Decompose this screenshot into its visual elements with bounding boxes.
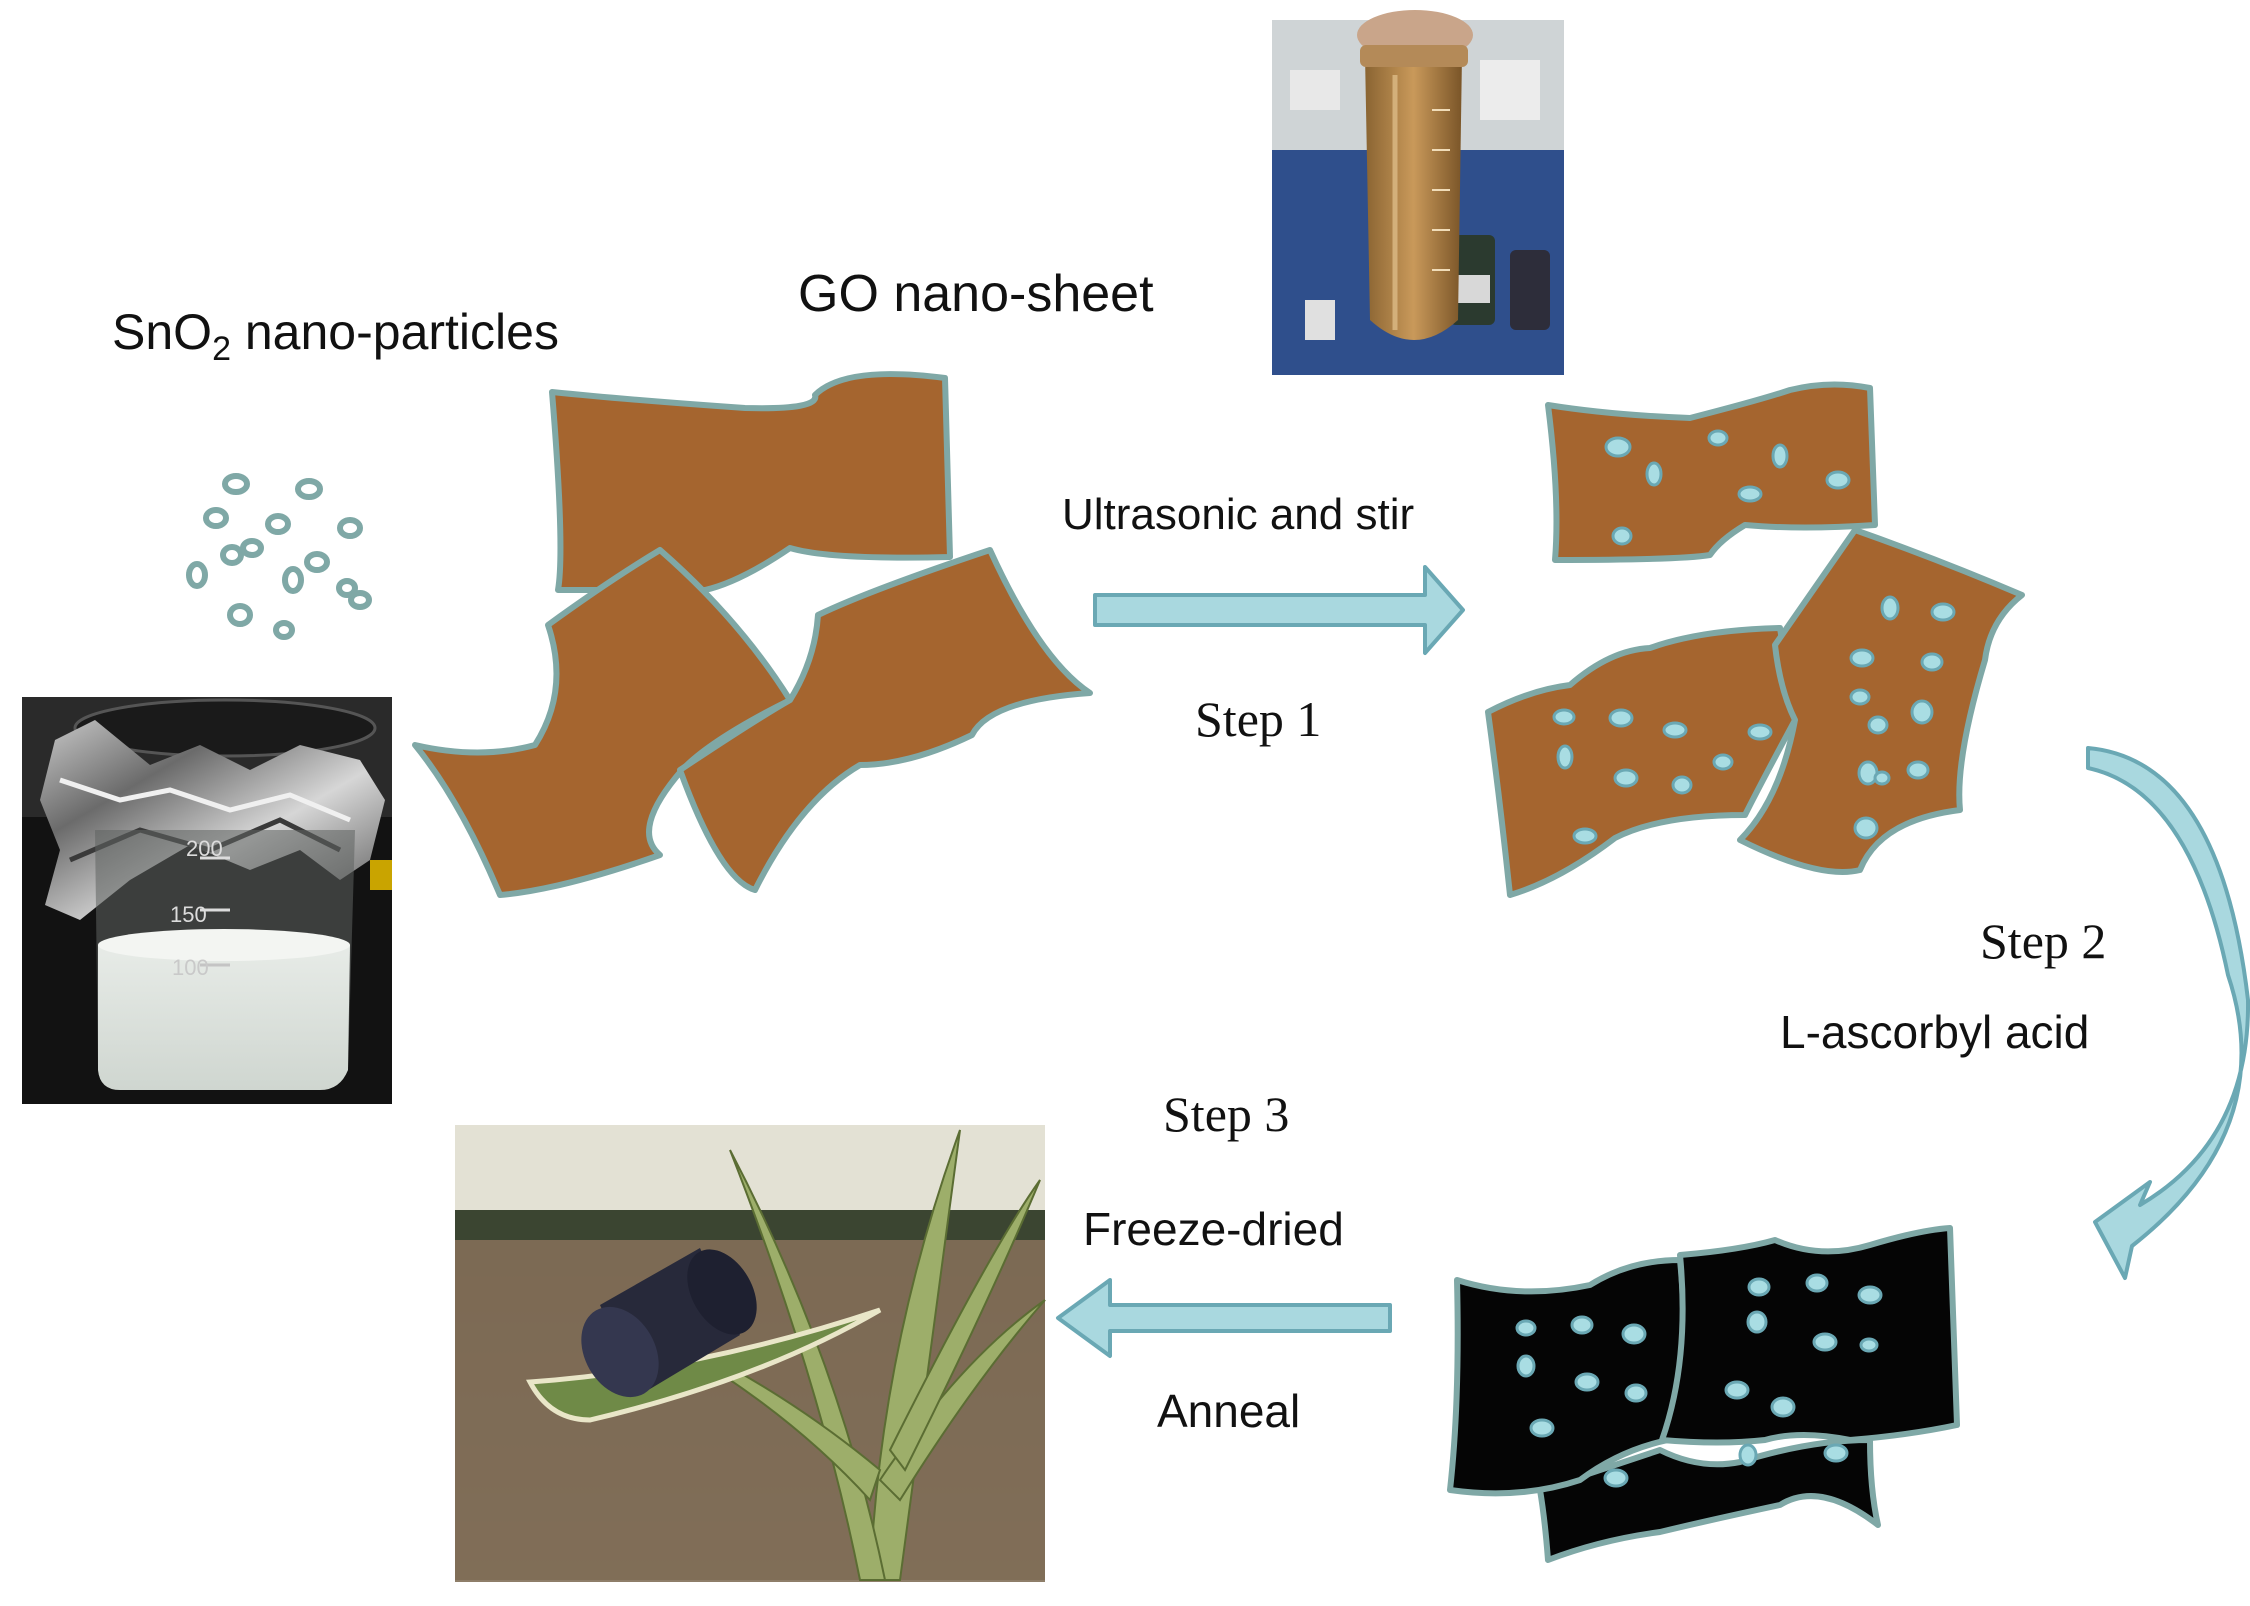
composite-sheet-top xyxy=(1545,381,1878,563)
go-label: GO nano-sheet xyxy=(798,265,1154,323)
sno2-particles xyxy=(186,473,372,640)
go-sheet-top xyxy=(549,371,953,593)
composite-sheet-left xyxy=(1485,625,1798,898)
beaker-photo: 200 150 100 xyxy=(22,697,392,1104)
step3-arrow xyxy=(1056,1278,1392,1358)
sno2-label-subscript: 2 xyxy=(212,330,231,368)
step3-freeze-label: Freeze-dried xyxy=(1083,1203,1344,1255)
go-sheets xyxy=(412,371,1093,898)
sno2-label: SnO2 nano-particles xyxy=(112,303,559,369)
composite-sheets xyxy=(1485,381,2025,898)
tube-photo xyxy=(1272,10,1564,375)
step2-reagent-label: L-ascorbyl acid xyxy=(1780,1006,2090,1058)
reduced-sheet-right xyxy=(1659,1225,1960,1446)
step3-label: Step 3 xyxy=(1163,1086,1290,1142)
beaker-mark-200: 200 xyxy=(186,836,223,861)
step1-arrow xyxy=(1093,565,1465,655)
step2-arrow xyxy=(2086,746,2250,1280)
sno2-label-rest: nano-particles xyxy=(230,304,559,360)
step1-label: Step 1 xyxy=(1195,691,1322,747)
beaker-mark-100: 100 xyxy=(172,955,209,980)
reduced-sheets xyxy=(1447,1225,1960,1563)
beaker-mark-150: 150 xyxy=(170,902,207,927)
step3-anneal-label: Anneal xyxy=(1157,1385,1301,1437)
aerogel-cylinder xyxy=(581,1248,757,1398)
step1-condition-label: Ultrasonic and stir xyxy=(1062,490,1415,539)
step2-label: Step 2 xyxy=(1980,913,2107,969)
go-sheet-right xyxy=(677,547,1093,893)
sno2-label-main: SnO xyxy=(112,304,213,360)
reduced-sheet-bottom xyxy=(1537,1437,1881,1563)
aerogel-photo xyxy=(455,1125,1046,1582)
